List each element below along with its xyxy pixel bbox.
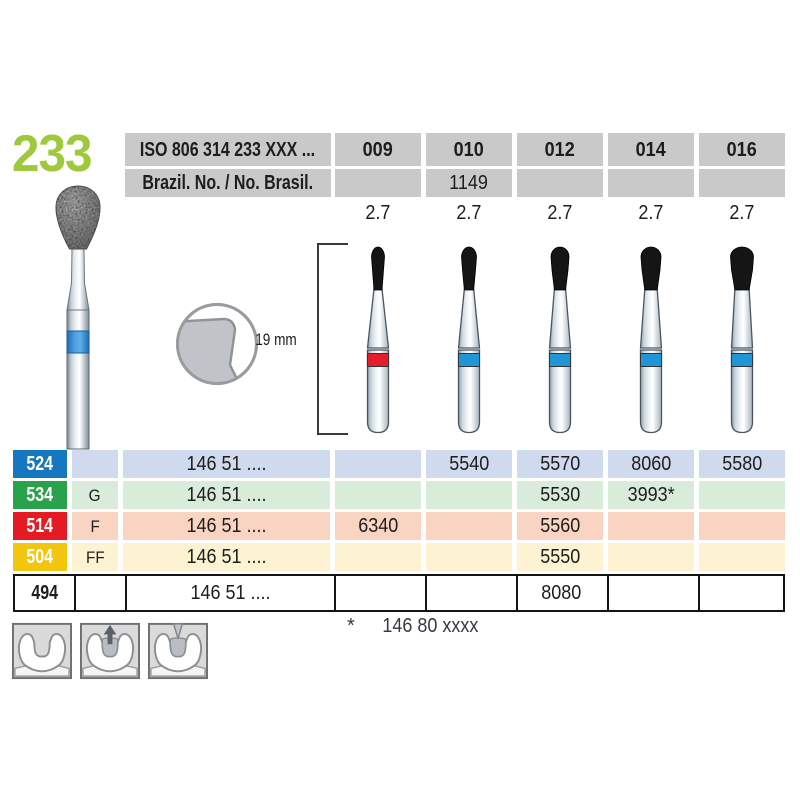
footnote: * 146 80 xxxx: [347, 615, 484, 638]
tooth-cavity-icon-graphic: [12, 622, 72, 680]
order-number-cell-534-009: [335, 481, 421, 509]
order-number-cell-514-009: 6340: [335, 512, 421, 540]
tooth-cavity-icon: [12, 622, 72, 685]
iso-prefix-cell-524: 146 51 ....: [123, 450, 330, 478]
footnote-text: 146 80 xxxx: [382, 615, 479, 637]
bur-diagram-016-graphic: [730, 246, 754, 434]
order-number-cell-534-016: [699, 481, 785, 509]
head-shape-profile-graphic: [176, 303, 258, 385]
bur-diagram-014-graphic: [639, 246, 663, 434]
tooth-material-removal-icon: [80, 622, 140, 685]
order-number-cell-524-012: 5570: [517, 450, 603, 478]
shank-row-494: 494 146 51 .... 8080: [13, 574, 785, 612]
brazil-number-text: Brazil. No. / No. Brasil.: [142, 172, 314, 194]
order-number-cell-504-012: 5550: [517, 543, 603, 571]
grit-letter-cell-514: F: [72, 512, 118, 540]
bur-diagram-012-graphic: [548, 246, 572, 434]
head-size-014: 2.7: [638, 202, 664, 224]
grit-badge-494: 494: [31, 581, 58, 604]
iso-prefix-cell-494: 146 51 ....: [190, 581, 271, 604]
order-number-cell-524-009: [335, 450, 421, 478]
grit-badge-524: 524: [13, 450, 67, 478]
length-bracket: [308, 242, 350, 441]
length-label: 19 mm: [242, 330, 302, 350]
brazil-number-cell-014: [608, 169, 694, 197]
order-number-cell-514-012: 5560: [517, 512, 603, 540]
column-header-014: 014: [608, 133, 694, 166]
iso-number-label: ISO 806 314 233 XXX ...: [125, 133, 331, 166]
tooth-material-removal-icon-graphic: [80, 622, 140, 680]
brazil-number-cell-009: [335, 169, 421, 197]
grit-letter-cell-504: FF: [72, 543, 118, 571]
order-number-cell-534-012: 5530: [517, 481, 603, 509]
bur-diagram-012: [538, 244, 582, 441]
order-number-cell-504-009: [335, 543, 421, 571]
bur-diagram-009-graphic: [366, 246, 390, 434]
head-size-010: 2.7: [456, 202, 482, 224]
footnote-asterisk: *: [347, 615, 355, 637]
row-494-divider-6: [698, 576, 700, 610]
iso-prefix-cell-504: 146 51 ....: [123, 543, 330, 571]
bur-diagram-009: [356, 244, 400, 441]
order-number-cell-504-014: [608, 543, 694, 571]
brazil-number-cell-016: [699, 169, 785, 197]
row-494-divider-2: [334, 576, 336, 610]
bur-diagram-014: [629, 244, 673, 441]
column-header-016: 016: [699, 133, 785, 166]
row-494-divider-5: [607, 576, 609, 610]
bur-diagram-010-graphic: [457, 246, 481, 434]
order-number-cell-514-016: [699, 512, 785, 540]
head-shape-inset: [174, 301, 260, 392]
length-text: 19 mm: [255, 330, 297, 349]
bracket-graphic: [317, 243, 348, 435]
row-494-divider-1: [125, 576, 127, 610]
row-494-divider-4: [516, 576, 518, 610]
bur-diagram-010: [447, 244, 491, 441]
order-number-cell-514-014: [608, 512, 694, 540]
column-header-010: 010: [426, 133, 512, 166]
row-494-divider-0: [74, 576, 76, 610]
grit-badge-514: 514: [13, 512, 67, 540]
tooth-bur-preparation-icon: [148, 622, 208, 685]
order-number-cell-524-010: 5540: [426, 450, 512, 478]
grit-badge-504: 504: [13, 543, 67, 571]
order-number-cell-504-016: [699, 543, 785, 571]
grit-badge-534: 534: [13, 481, 67, 509]
iso-number-text: ISO 806 314 233 XXX ...: [140, 138, 316, 161]
order-number-cell-524-016: 5580: [699, 450, 785, 478]
brazil-number-cell-012: [517, 169, 603, 197]
order-number-cell-524-014: 8060: [608, 450, 694, 478]
bur-diagram-016: [720, 244, 764, 441]
grit-letter-cell-524: [72, 450, 118, 478]
brazil-number-cell-010: 1149: [426, 169, 512, 197]
row-494-divider-3: [425, 576, 427, 610]
column-header-009: 009: [335, 133, 421, 166]
order-number-cell-534-010: [426, 481, 512, 509]
order-number-cell-494-012: 8080: [541, 581, 582, 604]
order-number-cell-534-014: 3993*: [608, 481, 694, 509]
head-size-016: 2.7: [729, 202, 755, 224]
product-number: 233: [12, 125, 93, 183]
diamond-bur-photo-graphic: [55, 185, 101, 450]
grit-letter-cell-534: G: [72, 481, 118, 509]
order-number-cell-514-010: [426, 512, 512, 540]
iso-prefix-cell-534: 146 51 ....: [123, 481, 330, 509]
column-header-012: 012: [517, 133, 603, 166]
order-number-cell-504-010: [426, 543, 512, 571]
tooth-bur-preparation-icon-graphic: [148, 622, 208, 680]
bur-photo: [48, 183, 108, 456]
head-size-012: 2.7: [547, 202, 573, 224]
brazil-number-label: Brazil. No. / No. Brasil.: [125, 169, 331, 197]
head-size-009: 2.7: [365, 202, 391, 224]
iso-prefix-cell-514: 146 51 ....: [123, 512, 330, 540]
